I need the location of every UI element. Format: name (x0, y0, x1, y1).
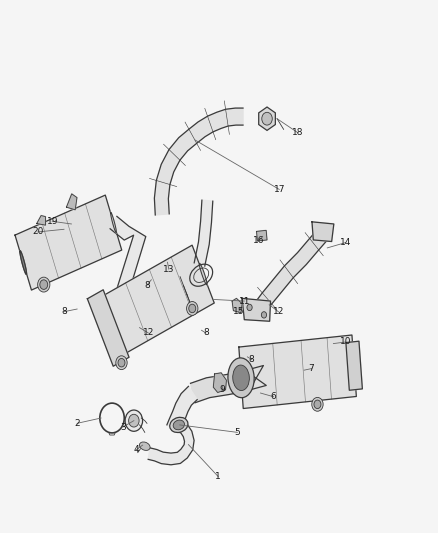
Polygon shape (20, 251, 27, 274)
Text: 12: 12 (143, 328, 154, 337)
Text: 9: 9 (219, 385, 226, 394)
Text: 2: 2 (74, 419, 80, 428)
Circle shape (312, 398, 323, 411)
Polygon shape (232, 298, 242, 313)
Polygon shape (97, 245, 214, 357)
Polygon shape (20, 252, 26, 273)
Text: 20: 20 (32, 228, 43, 237)
Ellipse shape (173, 420, 184, 430)
Polygon shape (312, 222, 334, 241)
Polygon shape (67, 194, 77, 210)
Circle shape (40, 280, 48, 289)
Polygon shape (346, 341, 362, 390)
Text: 8: 8 (249, 355, 254, 364)
Text: 10: 10 (340, 337, 351, 346)
Polygon shape (104, 317, 112, 339)
Text: 4: 4 (133, 446, 139, 455)
Polygon shape (199, 263, 207, 285)
Text: 19: 19 (46, 217, 58, 226)
Polygon shape (242, 298, 271, 321)
Text: 15: 15 (233, 307, 244, 316)
Polygon shape (239, 335, 357, 408)
Circle shape (189, 304, 196, 313)
Polygon shape (259, 107, 276, 131)
Text: 8: 8 (61, 307, 67, 316)
Ellipse shape (228, 358, 254, 398)
Circle shape (314, 400, 321, 409)
Text: 18: 18 (292, 128, 304, 137)
Circle shape (38, 277, 50, 292)
Text: 13: 13 (163, 265, 174, 273)
Polygon shape (240, 366, 242, 389)
Polygon shape (111, 212, 117, 233)
Text: 11: 11 (239, 296, 250, 305)
Ellipse shape (170, 417, 188, 432)
Polygon shape (154, 108, 243, 215)
Text: 8: 8 (203, 328, 209, 337)
Text: 14: 14 (340, 238, 351, 247)
Text: 16: 16 (253, 237, 264, 246)
Circle shape (247, 304, 252, 311)
Text: 5: 5 (234, 428, 240, 437)
Circle shape (187, 302, 198, 316)
Text: 17: 17 (273, 185, 285, 194)
Circle shape (118, 359, 125, 367)
Polygon shape (254, 230, 326, 316)
Circle shape (116, 356, 127, 369)
Polygon shape (194, 200, 213, 266)
Text: 3: 3 (120, 423, 126, 432)
Circle shape (262, 112, 272, 125)
Text: 6: 6 (271, 392, 276, 401)
Polygon shape (148, 420, 194, 465)
Polygon shape (110, 216, 146, 296)
Circle shape (261, 312, 267, 318)
Text: 12: 12 (273, 307, 284, 316)
Polygon shape (15, 195, 122, 290)
Ellipse shape (139, 442, 150, 450)
Polygon shape (167, 386, 197, 432)
Text: 7: 7 (309, 364, 314, 373)
Polygon shape (191, 366, 266, 403)
Polygon shape (353, 354, 355, 377)
Polygon shape (257, 230, 267, 241)
Circle shape (125, 410, 143, 431)
Text: 1: 1 (215, 472, 221, 481)
Circle shape (129, 414, 139, 427)
Polygon shape (37, 215, 46, 225)
Polygon shape (213, 373, 226, 392)
Ellipse shape (233, 365, 249, 391)
Polygon shape (87, 290, 129, 366)
Text: 8: 8 (144, 280, 150, 289)
